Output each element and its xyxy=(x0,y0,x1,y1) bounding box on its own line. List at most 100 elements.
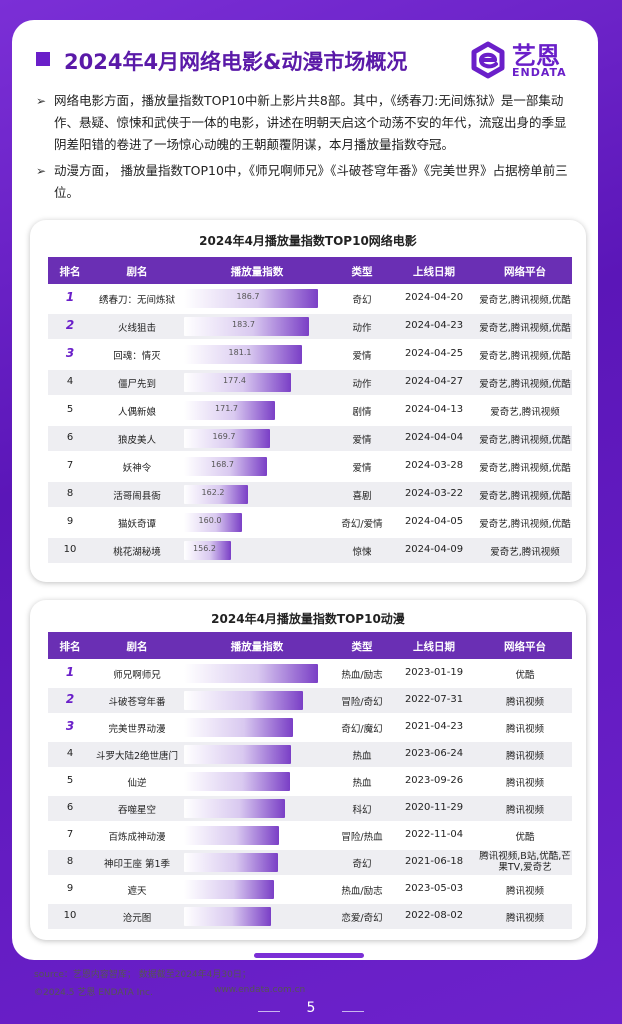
genre-cell: 热血/励志 xyxy=(341,670,383,681)
platform-cell: 腾讯视频 xyxy=(505,913,544,924)
anime-table-title: 2024年4月播放量指数TOP10动漫 xyxy=(211,612,405,626)
title-cell: 绣春刀：无间炼狱 xyxy=(98,295,175,306)
col-platform: 网络平台 xyxy=(504,266,546,278)
index-value: 162.2 xyxy=(201,488,225,497)
index-value: 168.7 xyxy=(211,460,234,469)
table-row: 6 吞噬星空 科幻 2020-11-29 腾讯视频 xyxy=(48,796,572,821)
table-row: 9 猫妖奇谭 160.0 奇幻/爱情 2024-04-05 爱奇艺,腾讯视频,优酷 xyxy=(48,510,572,535)
movies-table-title: 2024年4月播放量指数TOP10网络电影 xyxy=(199,234,417,248)
platform-cell: 腾讯视频 xyxy=(505,724,544,735)
date-cell: 2020-11-29 xyxy=(404,802,464,813)
genre-cell: 奇幻 xyxy=(352,859,372,870)
website-link[interactable]: www.endata.com.cn xyxy=(214,985,306,995)
index-value: 181.1 xyxy=(228,348,252,357)
col-genre: 类型 xyxy=(351,266,373,278)
index-value: 171.7 xyxy=(215,404,238,413)
rank-cell: 6 xyxy=(66,802,74,813)
index-bar xyxy=(184,345,302,364)
col-name: 剧名 xyxy=(126,266,148,278)
table-row: 9 遮天 热血/励志 2023-05-03 腾讯视频 xyxy=(48,877,572,902)
index-bar xyxy=(184,457,267,476)
genre-cell: 动作 xyxy=(352,379,372,390)
index-bar xyxy=(184,718,293,737)
title-cell: 沧元图 xyxy=(122,913,152,924)
col-index: 播放量指数 xyxy=(230,266,284,278)
col-name: 剧名 xyxy=(126,641,148,653)
title-marker xyxy=(36,52,50,66)
rank-cell: 2 xyxy=(65,692,75,706)
title-cell: 斗罗大陆2绝世唐门 xyxy=(95,751,179,762)
genre-cell: 科幻 xyxy=(352,805,372,816)
index-bar xyxy=(184,401,275,420)
platform-cell: 爱奇艺,腾讯视频,优酷 xyxy=(479,519,571,530)
platform-cell: 腾讯视频 xyxy=(505,697,544,708)
index-bar xyxy=(184,691,303,710)
title-cell: 猫妖奇谭 xyxy=(117,519,156,530)
table-row: 3 完美世界动漫 奇幻/魔幻 2021-04-23 腾讯视频 xyxy=(48,715,572,740)
rank-cell: 3 xyxy=(65,719,75,733)
title-cell: 回魂：情灭 xyxy=(113,351,161,362)
copyright: ©2024.5 艺恩 ENDATA Inc. xyxy=(34,988,153,998)
table-row: 2 斗破苍穹年番 冒险/奇幻 2022-07-31 腾讯视频 xyxy=(48,688,572,713)
page-title: 2024年4月网络电影&动漫市场概况 xyxy=(64,50,408,74)
rank-cell: 1 xyxy=(65,290,75,304)
genre-cell: 爱情 xyxy=(352,435,372,446)
rank-cell: 2 xyxy=(65,318,75,332)
date-cell: 2024-04-09 xyxy=(404,544,464,555)
genre-cell: 恋爱/奇幻 xyxy=(341,913,383,924)
rank-cell: 9 xyxy=(66,883,74,894)
index-bar xyxy=(184,799,285,818)
index-bar xyxy=(184,664,318,683)
genre-cell: 奇幻 xyxy=(352,295,372,306)
col-rank: 排名 xyxy=(59,641,81,653)
genre-cell: 冒险/热血 xyxy=(341,832,383,843)
index-bar xyxy=(184,772,290,791)
col-index: 播放量指数 xyxy=(230,641,284,653)
date-cell: 2022-08-02 xyxy=(404,910,464,921)
date-cell: 2024-04-20 xyxy=(404,292,464,303)
table-row: 1 师兄啊师兄 热血/励志 2023-01-19 优酷 xyxy=(48,661,572,686)
endata-logo-icon xyxy=(471,41,505,79)
platform-cell: 腾讯视频 xyxy=(505,751,544,762)
platform-cell: 爱奇艺,腾讯视频,优酷 xyxy=(479,295,571,306)
index-value: 169.7 xyxy=(212,432,236,441)
platform-cell: 腾讯视频 xyxy=(505,778,544,789)
genre-cell: 奇幻/魔幻 xyxy=(341,724,383,735)
index-bar xyxy=(184,745,291,764)
index-value: 160.0 xyxy=(198,516,222,525)
index-value: 186.7 xyxy=(236,292,260,301)
rank-cell: 1 xyxy=(65,665,75,679)
rank-cell: 4 xyxy=(66,376,74,387)
scroll-indicator xyxy=(254,953,364,958)
table-row: 1 绣春刀：无间炼狱 186.7 奇幻 2024-04-20 爱奇艺,腾讯视频,优酷 xyxy=(48,286,572,311)
date-cell: 2024-04-25 xyxy=(404,348,464,359)
table-row: 7 妖神令 168.7 爱情 2024-03-28 爱奇艺,腾讯视频,优酷 xyxy=(48,454,572,479)
page-number-divider-left xyxy=(258,1011,280,1012)
rank-cell: 5 xyxy=(66,404,74,415)
title-cell: 火线狙击 xyxy=(117,323,156,334)
title-cell: 吞噬星空 xyxy=(117,805,156,816)
title-cell: 活哥闹县衙 xyxy=(113,491,161,502)
platform-cell: 优酷 xyxy=(515,832,535,843)
index-bar xyxy=(184,880,274,899)
date-cell: 2022-07-31 xyxy=(404,694,464,705)
rank-cell: 3 xyxy=(65,346,75,360)
index-bar xyxy=(184,907,271,926)
index-bar xyxy=(184,513,242,532)
date-cell: 2023-06-24 xyxy=(404,748,464,759)
source-note: source：艺恩内容智库； 数据截至2024年4月30日； xyxy=(34,970,251,980)
table-row: 3 回魂：情灭 181.1 爱情 2024-04-25 爱奇艺,腾讯视频,优酷 xyxy=(48,342,572,367)
index-bar xyxy=(184,317,309,336)
platform-cell: 腾讯视频 xyxy=(505,805,544,816)
table-row: 4 僵尸先到 177.4 动作 2024-04-27 爱奇艺,腾讯视频,优酷 xyxy=(48,370,572,395)
bullet-anime: ➢ 动漫方面， 播放量指数TOP10中，《师兄啊师兄》《斗破苍穹年番》《完美世界… xyxy=(36,160,576,204)
endata-logo: 艺恩 ENDATA xyxy=(468,36,588,86)
genre-cell: 动作 xyxy=(352,323,372,334)
table-row: 10 桃花湖秘境 156.2 惊悚 2024-04-09 爱奇艺,腾讯视频 xyxy=(48,538,572,563)
table-row: 7 百炼成神动漫 冒险/热血 2022-11-04 优酷 xyxy=(48,823,572,848)
table-row: 4 斗罗大陆2绝世唐门 热血 2023-06-24 腾讯视频 xyxy=(48,742,572,767)
col-platform: 网络平台 xyxy=(504,641,546,653)
title-cell: 完美世界动漫 xyxy=(108,724,166,735)
bullet-text: 网络电影方面，播放量指数TOP10中新上影片共8部。其中，《绣春刀:无间炼狱》是… xyxy=(54,93,567,152)
index-value: 183.7 xyxy=(232,320,255,329)
